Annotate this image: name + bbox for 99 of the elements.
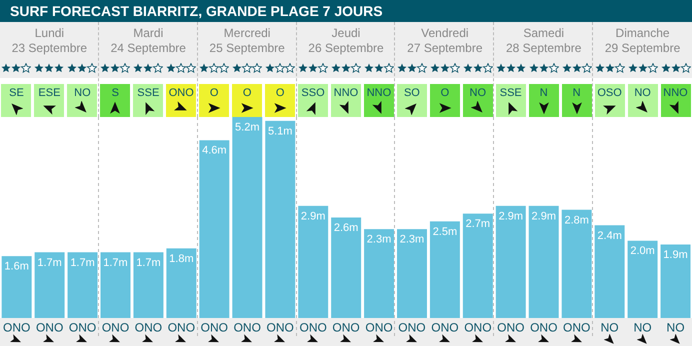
bar [298, 206, 328, 318]
x-tick-label: ONO [398, 320, 426, 335]
data-label: 2.6m [334, 222, 358, 234]
data-label: 2.4m [597, 230, 622, 242]
bar [232, 117, 262, 318]
data-label: 2.5m [432, 226, 458, 238]
text: SSE [133, 84, 164, 117]
text: 27 Septembre [406, 41, 484, 56]
data-label: 1.7m [103, 256, 128, 269]
text: 29 Septembre [604, 41, 682, 56]
text: O [232, 84, 262, 117]
x-tick-label: ONO [134, 320, 162, 335]
data-label: 2.0m [630, 245, 655, 258]
bar [265, 120, 296, 318]
bar [628, 240, 658, 318]
bar [364, 229, 394, 318]
text: O [430, 84, 460, 117]
data-label: 2.3m [366, 234, 392, 246]
text: Mardi [132, 26, 164, 41]
text: NO [462, 84, 493, 117]
x-tick-label: NO [634, 320, 652, 335]
x-tick-label: ONO [563, 320, 590, 335]
data-label: 1.8m [169, 252, 194, 265]
text: NO [628, 84, 658, 117]
text: 26 Septembre [307, 41, 385, 56]
text: 28 Septembre [505, 41, 582, 56]
x-tick-label: NO [600, 320, 619, 335]
data-label: 2.7m [466, 218, 490, 230]
bar [2, 256, 32, 318]
x-tick-label: ONO [299, 320, 327, 335]
text: Lundi [34, 26, 66, 41]
bar [462, 214, 493, 318]
text: 23 Septembre [10, 41, 88, 56]
bar [660, 244, 691, 318]
data-label: 2.9m [300, 210, 326, 222]
x-tick-label: NO [666, 320, 685, 335]
x-tick-label: ONO [266, 320, 294, 335]
text: Jeudi [330, 26, 362, 41]
data-label: 5.2m [235, 122, 260, 134]
text: SO [396, 84, 427, 117]
text: OSO [594, 84, 625, 117]
x-tick-label: ONO [497, 320, 524, 335]
x-tick-label: ONO [36, 320, 64, 335]
bar [34, 252, 65, 318]
data-label: 2.8m [564, 214, 589, 226]
text: O [199, 84, 230, 117]
x-tick-label: ONO [332, 320, 360, 335]
bar [199, 140, 230, 318]
bar [594, 225, 625, 318]
data-label: 1.7m [37, 256, 62, 269]
bar [331, 218, 362, 318]
data-label: 2.3m [400, 234, 424, 246]
bar [528, 206, 559, 318]
x-tick-label: ONO [168, 320, 196, 335]
data-label: 1.7m [136, 256, 161, 269]
bar [133, 252, 164, 318]
text: 24 Septembre [110, 41, 187, 56]
data-label: 1.9m [663, 249, 688, 262]
text: N [562, 84, 592, 117]
text: 25 Septembre [208, 41, 286, 56]
text: S [100, 84, 130, 117]
chart-title: SURF FORECAST BIARRITZ, GRANDE PLAGE 7 JOURS [0, 0, 692, 22]
text: SSE [496, 84, 526, 117]
data-label: 1.6m [4, 260, 29, 273]
x-tick-label: ONO [68, 320, 96, 335]
bar [100, 252, 130, 318]
text: SE [1, 84, 32, 117]
text: Dimanche [614, 26, 671, 41]
text: O [265, 84, 296, 117]
data-label: 5.1m [268, 125, 292, 138]
text: NNO [331, 84, 361, 117]
x-tick-label: ONO [431, 320, 459, 335]
x-tick-label: ONO [234, 320, 261, 335]
x-tick-label: ONO [464, 320, 492, 335]
x-tick-label: ONO [530, 320, 558, 335]
text: Vendredi [420, 26, 470, 41]
bar [166, 248, 196, 318]
text: ESE [34, 84, 64, 117]
data-label: 2.9m [532, 210, 556, 222]
bar [496, 206, 526, 318]
x-tick-label: ONO [2, 320, 30, 335]
bar [562, 210, 592, 318]
bar [430, 221, 460, 318]
x-tick-label: ONO [200, 320, 228, 335]
text: ONO [166, 84, 196, 117]
bar [68, 252, 98, 318]
text: SSO [298, 84, 328, 117]
text: NO [67, 84, 98, 117]
x-tick-label: ONO [365, 320, 393, 335]
data-label: 4.6m [202, 144, 227, 157]
data-label: 2.9m [498, 210, 524, 222]
bar [396, 229, 427, 318]
text: Mercredi [222, 26, 272, 41]
text: N [528, 84, 559, 117]
text: NNO [364, 84, 394, 117]
text: Samedi [522, 26, 566, 41]
data-label: 1.7m [70, 256, 95, 269]
text: NNO [660, 84, 691, 117]
x-tick-label: ONO [102, 320, 130, 335]
